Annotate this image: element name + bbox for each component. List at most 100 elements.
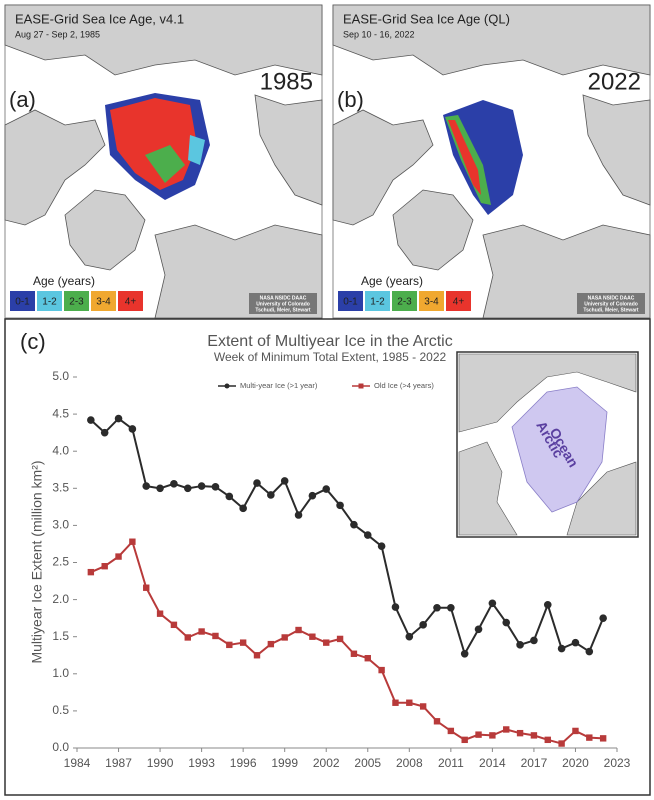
y-tick-label: 5.0 (52, 369, 69, 383)
data-point (281, 634, 288, 641)
data-point (474, 625, 483, 634)
data-point (571, 638, 580, 647)
y-tick-label: 0.5 (52, 703, 69, 717)
y-tick-label: 4.0 (52, 443, 69, 457)
data-point (226, 641, 233, 649)
data-point (267, 491, 275, 499)
y-tick-label: 2.5 (52, 555, 69, 569)
map-panel: EASE-Grid Sea Ice Age, v4.1 Aug 27 - Sep … (4, 4, 323, 319)
data-point (280, 477, 289, 485)
credit-box (577, 293, 645, 314)
inset-ocean-region (511, 386, 608, 513)
data-point (156, 484, 164, 493)
data-point (128, 425, 137, 433)
x-tick-label: 1996 (230, 756, 257, 770)
data-point (239, 639, 247, 646)
x-tick-label: 1990 (147, 756, 174, 770)
map-title: EASE-Grid Sea Ice Age, v4.1 (15, 11, 184, 26)
credit-text: Tschudi, Meier, Stewart (255, 307, 311, 313)
data-point (516, 729, 524, 737)
map-land (4, 4, 323, 76)
y-tick-label: 2.0 (52, 592, 69, 606)
data-point (572, 727, 579, 735)
data-point (558, 740, 565, 747)
data-point (516, 641, 524, 649)
data-point (323, 639, 330, 646)
x-tick-label: 2023 (604, 756, 631, 770)
map-subtitle: Aug 27 - Sep 2, 1985 (15, 29, 100, 39)
chart-subtitle: Week of Minimum Total Extent, 1985 - 202… (214, 350, 447, 364)
y-tick-label: 3.0 (52, 518, 69, 532)
x-tick-label: 1987 (105, 756, 132, 770)
legend-label: 4+ (125, 297, 137, 308)
map-year: 1985 (260, 68, 313, 95)
legend-swatch (365, 291, 390, 311)
x-tick-label: 2020 (562, 756, 589, 770)
data-point (378, 666, 385, 674)
data-point (87, 568, 95, 576)
data-point (447, 603, 455, 612)
x-tick-label: 2002 (313, 756, 340, 770)
data-point (503, 726, 510, 733)
legend-title: Age (years) (33, 274, 95, 288)
credit-text: University of Colorado (256, 301, 310, 307)
data-point (405, 632, 414, 641)
map-land (254, 94, 323, 206)
data-point (253, 479, 261, 487)
sea-ice (145, 145, 185, 183)
data-point (308, 491, 317, 500)
data-point (363, 531, 372, 539)
data-point (184, 634, 191, 641)
map-land (332, 109, 434, 226)
map-land (332, 4, 651, 76)
data-point (239, 504, 247, 513)
legend-swatch (10, 291, 35, 311)
data-point (211, 483, 220, 491)
data-point (156, 610, 164, 617)
credit-text: NASA NSIDC DAAC (260, 295, 307, 301)
data-point (488, 599, 497, 608)
y-tick-label: 1.5 (52, 629, 69, 643)
data-point (100, 428, 109, 437)
y-axis-label: Multiyear Ice Extent (million km²) (29, 460, 45, 663)
data-point (406, 699, 413, 706)
legend-label: 2-3 (397, 297, 412, 308)
credit-text: Tschudi, Meier, Stewart (583, 307, 639, 313)
map-land (582, 94, 651, 206)
data-point (129, 538, 136, 545)
data-point (350, 520, 358, 529)
inset-land (458, 441, 518, 536)
map-land (4, 109, 106, 226)
credit-text: University of Colorado (584, 301, 638, 307)
data-point (502, 618, 511, 627)
data-point (433, 718, 441, 725)
panel-label: (b) (337, 87, 364, 112)
data-point (143, 584, 150, 591)
data-point (267, 640, 275, 648)
map-land (64, 189, 146, 271)
legend-swatch (118, 291, 143, 311)
legend-label: 1-2 (370, 297, 385, 308)
data-point (557, 644, 566, 653)
data-point (419, 621, 427, 629)
inset-land (458, 353, 637, 433)
panel-label: (a) (9, 87, 36, 112)
data-point (447, 727, 455, 735)
data-point (114, 414, 123, 423)
legend-label: 3-4 (96, 297, 111, 308)
data-point (461, 736, 468, 744)
data-point (212, 632, 219, 640)
data-point (599, 614, 607, 622)
chart-title: Extent of Multiyear Ice in the Arctic (207, 333, 452, 350)
data-point (460, 649, 469, 658)
sea-ice (188, 135, 205, 165)
x-tick-label: 2008 (396, 756, 423, 770)
data-point (142, 482, 151, 490)
data-point (336, 501, 344, 510)
y-tick-label: 0.0 (52, 740, 69, 754)
y-tick-label: 4.5 (52, 406, 69, 420)
data-point (170, 480, 178, 488)
data-point (475, 731, 482, 738)
